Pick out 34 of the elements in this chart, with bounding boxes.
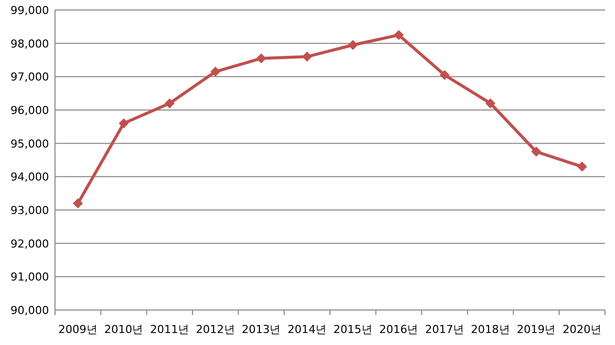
x-tick-label: 2013년 [242, 323, 281, 336]
y-tick-label: 94,000 [10, 170, 49, 184]
point [348, 40, 358, 50]
point [164, 98, 175, 108]
y-tick-label: 91,000 [10, 270, 49, 284]
y-tick-label: 99,000 [10, 4, 49, 17]
y-tick-label: 93,000 [10, 204, 49, 217]
y-tick-label: 90,000 [10, 304, 49, 317]
y-tick-label: 95,000 [10, 137, 49, 150]
y-tick-label: 97,000 [10, 70, 49, 84]
point [531, 146, 542, 157]
x-tick-label: 2017년 [425, 323, 464, 336]
x-tick-label: 2015년 [333, 323, 372, 336]
x-tick-label: 2019년 [516, 323, 556, 336]
x-tick-label: 2010년 [104, 323, 144, 336]
point [394, 30, 404, 40]
point [256, 53, 266, 64]
point [577, 162, 588, 172]
y-tick-label: 92,000 [10, 237, 49, 250]
x-tick-label: 2009년 [58, 323, 98, 336]
y-tick-label: 98,000 [10, 37, 49, 50]
x-tick-label: 2014년 [288, 323, 327, 336]
x-tick-label: 2018년 [470, 323, 510, 336]
point [118, 118, 129, 128]
point [485, 98, 496, 108]
x-tick-label: 2011년 [150, 323, 190, 336]
point [302, 52, 312, 62]
x-tick-label: 2012년 [196, 323, 235, 336]
y-tick-label: 96,000 [10, 104, 49, 117]
point [72, 198, 83, 208]
x-tick-label: 2020년 [562, 323, 602, 336]
point [440, 70, 450, 80]
point [210, 66, 220, 77]
x-tick-label: 2016년 [379, 323, 418, 336]
